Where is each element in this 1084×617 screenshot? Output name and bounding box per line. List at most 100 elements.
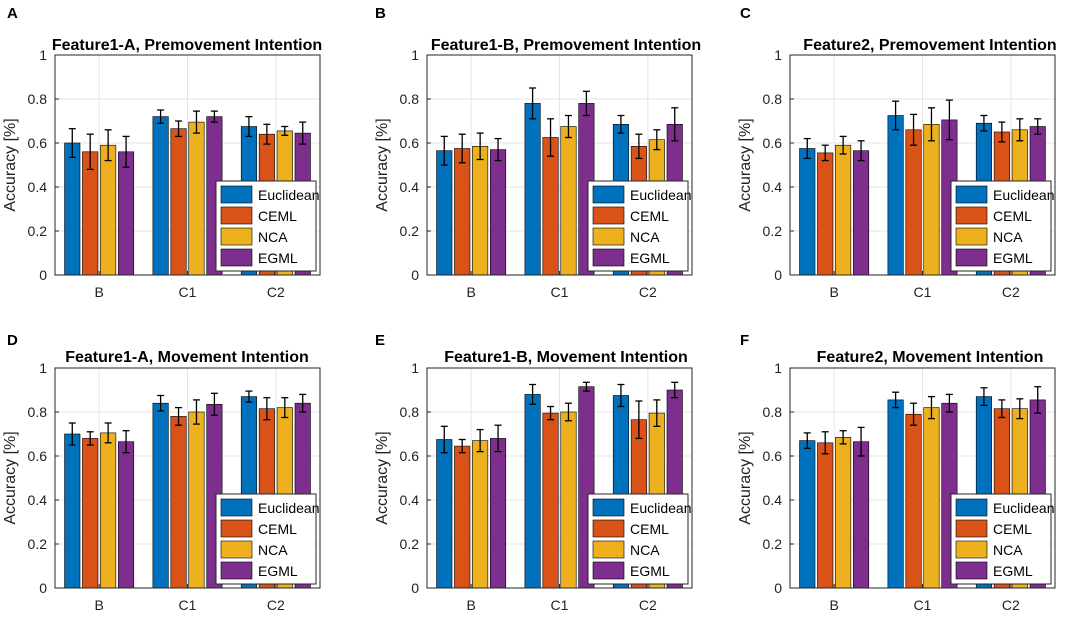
x-tick-label: B [466,284,475,300]
y-tick-label: 0.6 [763,448,783,464]
y-axis-label: Accuracy [%] [737,431,754,524]
bar-nca-c1 [188,411,205,589]
legend-label: CEML [258,521,297,537]
legend-swatch-egml [955,248,988,267]
legend-label: CEML [993,208,1032,224]
bar-nca-c1 [560,126,577,276]
y-tick-label: 0.8 [763,91,783,107]
legend-label: EGML [258,563,298,579]
chart-title: Feature1-B, Movement Intention [444,349,688,366]
x-tick-label: B [94,597,103,613]
y-tick-label: 0.2 [28,223,48,239]
y-tick-label: 1 [411,360,419,376]
y-tick-label: 0.8 [28,404,48,420]
bar-ceml-b [817,152,834,276]
chart-title: Feature1-A, Premovement Intention [52,37,322,54]
legend-label: NCA [993,229,1023,245]
y-tick-label: 1 [774,360,782,376]
y-tick-label: 0.4 [763,179,783,195]
x-tick-label: C2 [639,597,657,613]
bar-ceml-b [82,438,99,589]
y-tick-label: 1 [774,47,782,63]
bar-ceml-c1 [170,128,187,276]
bar-ceml-b [454,148,471,276]
legend-label: CEML [258,208,297,224]
legend-label: Euclidean [258,187,320,203]
legend-label: Euclidean [258,500,320,516]
legend-swatch-egml [220,561,253,580]
y-tick-label: 0.4 [400,492,420,508]
legend-swatch-ceml [220,206,253,225]
panel-letter: A [7,5,18,22]
axes-box [426,367,693,589]
legend-swatch-ceml [955,206,988,225]
legend: Euclidean CEML NCA EGML [950,180,1055,272]
legend-swatch-ceml [592,206,625,225]
y-tick-label: 0.6 [28,448,48,464]
axes-box [789,54,1056,276]
legend-swatch-euclidean [220,498,253,517]
bar-nca-c1 [923,124,940,276]
legend-label: Euclidean [630,500,692,516]
chart-panel-d: D Feature1-A, Movement Intention 0 0.2 0.4 0.… [2,332,321,613]
chart-title: Feature1-B, Premovement Intention [431,37,701,54]
bar-euclidean-b [799,440,816,589]
legend-label: NCA [258,542,288,558]
x-tick-label: B [94,284,103,300]
legend-swatch-nca [220,540,253,559]
bar-euclidean-c1 [524,394,541,589]
legend: Euclidean CEML NCA EGML [215,493,320,585]
legend-swatch-egml [955,561,988,580]
bar-ceml-b [82,151,99,276]
legend-swatch-euclidean [592,185,625,204]
x-tick-label: C1 [914,284,932,300]
legend-label: EGML [258,250,298,266]
panel-letter: C [740,5,751,22]
legend-label: NCA [993,542,1023,558]
legend-swatch-nca [592,227,625,246]
y-tick-label: 0.6 [400,448,420,464]
bar-euclidean-c1 [152,402,169,589]
bar-egml-b [118,441,135,589]
bar-euclidean-b [64,433,81,589]
y-tick-label: 0 [411,267,419,283]
y-axis-label: Accuracy [%] [737,118,754,211]
x-tick-label: C1 [551,597,569,613]
bar-egml-b [118,151,135,276]
x-tick-label: C2 [267,284,285,300]
y-tick-label: 1 [39,360,47,376]
x-tick-label: C2 [639,284,657,300]
y-tick-label: 0 [411,580,419,596]
y-tick-label: 0.8 [400,91,420,107]
x-tick-label: C1 [551,284,569,300]
bar-ceml-c1 [542,137,559,276]
x-tick-label: C2 [1002,284,1020,300]
y-tick-label: 0 [39,580,47,596]
bar-ceml-c1 [170,416,187,589]
y-tick-label: 0.4 [28,492,48,508]
legend-swatch-nca [955,540,988,559]
y-tick-label: 0.4 [763,492,783,508]
legend-label: CEML [630,208,669,224]
legend-label: NCA [258,229,288,245]
y-tick-label: 0.4 [400,179,420,195]
x-tick-label: C1 [179,597,197,613]
bar-nca-b [835,144,852,276]
legend-label: EGML [993,563,1033,579]
panel-letter: D [7,332,18,349]
bar-ceml-c1 [905,413,922,589]
y-tick-label: 0.8 [400,404,420,420]
x-tick-label: B [466,597,475,613]
chart-panel-f: F Feature2, Movement Intention 0 0.2 0.4 0.6 0… [737,332,1056,613]
legend-swatch-nca [592,540,625,559]
legend-label: NCA [630,229,660,245]
x-tick-label: B [829,597,838,613]
x-tick-label: C1 [914,597,932,613]
panel-letter: F [740,332,749,349]
bar-euclidean-b [436,150,453,276]
legend-swatch-euclidean [220,185,253,204]
bar-euclidean-c1 [152,116,169,276]
bar-nca-c1 [923,407,940,589]
legend-swatch-egml [592,561,625,580]
